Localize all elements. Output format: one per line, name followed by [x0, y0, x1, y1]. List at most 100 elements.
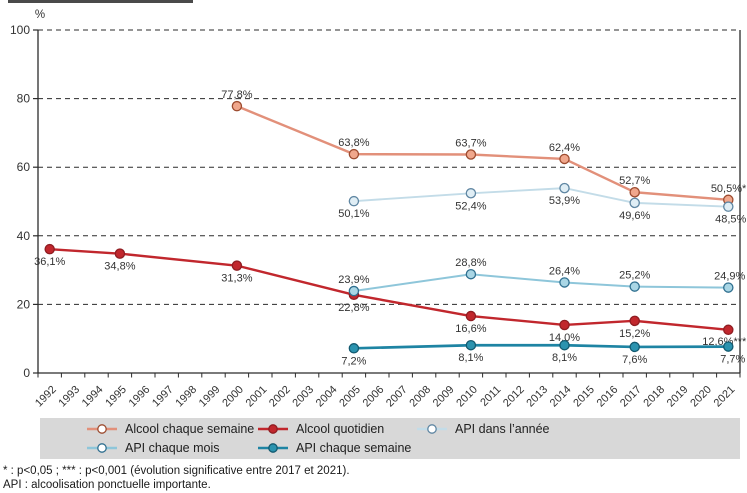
data-point — [559, 182, 570, 194]
x-tick-label: 1996 — [127, 384, 153, 410]
data-label: 8,1% — [458, 352, 483, 364]
x-tick-label: 2015 — [571, 384, 597, 410]
x-tick-label: 2001 — [244, 384, 270, 410]
x-tick-label: 2009 — [431, 384, 457, 410]
x-tick-label: 1994 — [80, 384, 106, 410]
data-point — [629, 186, 640, 198]
data-label: 34,8% — [104, 261, 135, 273]
x-tick-label: 2017 — [618, 384, 644, 410]
data-label: 22,8% — [338, 302, 369, 314]
series-line-4 — [353, 343, 729, 350]
data-label: 12,6%*** — [702, 336, 747, 348]
data-point — [465, 339, 477, 351]
data-point — [348, 343, 360, 354]
data-label: 8,1% — [552, 352, 577, 364]
data-label: 63,7% — [455, 138, 486, 150]
legend-swatch-line-icon — [87, 424, 117, 435]
data-point — [465, 268, 477, 280]
legend-item-api-chaque-semaine: API chaque semaine — [258, 441, 417, 455]
data-point — [44, 243, 55, 255]
data-point — [465, 149, 477, 160]
x-tick-label: 1992 — [33, 384, 59, 410]
x-tick-label: 2005 — [337, 384, 363, 410]
legend-item-alcool-quotidien: Alcool quotidien — [258, 422, 417, 436]
data-label: 14,0% — [549, 332, 580, 344]
x-tick-label: 2021 — [712, 384, 738, 410]
data-label: 7,2% — [341, 355, 366, 367]
legend-label: Alcool quotidien — [296, 422, 385, 437]
data-point — [629, 197, 640, 209]
data-point — [629, 281, 640, 292]
series-line-3 — [353, 273, 729, 293]
y-tick-label: 60 — [17, 160, 31, 174]
x-tick-label: 1993 — [56, 384, 82, 410]
x-tick-label: 1999 — [197, 384, 223, 410]
data-label: 25,2% — [619, 270, 650, 282]
data-label: 23,9% — [338, 274, 369, 286]
x-tick-label: 2016 — [595, 384, 621, 410]
legend-item-api-chaque-mois: API chaque mois — [87, 441, 258, 455]
data-point — [723, 282, 734, 293]
data-label: 62,4% — [549, 142, 580, 154]
x-tick-label: 2014 — [548, 384, 574, 410]
data-point — [559, 153, 570, 165]
data-point — [348, 148, 360, 160]
data-label: 24,9% — [714, 271, 745, 283]
footnotes: * : p<0,05 ; *** : p<0,001 (évolution si… — [3, 464, 743, 492]
data-label: 50,1% — [338, 208, 369, 220]
x-tick-label: 2012 — [501, 384, 527, 410]
data-point — [559, 319, 570, 331]
legend-label: Alcool chaque semaine — [125, 422, 255, 437]
cropped-title-bar — [8, 0, 193, 3]
legend-label: API chaque semaine — [296, 440, 412, 455]
x-tick-label: 2003 — [290, 384, 316, 410]
data-label: 15,2% — [619, 328, 650, 340]
series-line-2 — [353, 187, 729, 208]
x-tick-label: 2018 — [641, 384, 667, 410]
data-label: 53,9% — [549, 195, 580, 207]
legend-swatch-line-icon — [87, 442, 117, 453]
x-tick-label: 2013 — [524, 384, 550, 410]
data-point — [114, 248, 126, 259]
data-point — [723, 341, 734, 352]
x-tick-label: 2007 — [384, 384, 410, 410]
data-point — [629, 341, 640, 353]
data-label: 28,8% — [455, 257, 486, 269]
legend-swatch-line-icon — [258, 424, 288, 435]
y-tick-label: 40 — [17, 229, 31, 243]
data-label: 16,6% — [455, 323, 486, 335]
y-axis-unit-label: % — [35, 9, 45, 21]
data-label: 7,6% — [622, 354, 647, 366]
series-line-1 — [49, 247, 729, 331]
x-tick-label: 2010 — [454, 384, 480, 410]
legend-item-api-dans-annee: API dans l’année — [417, 422, 740, 436]
data-point — [231, 260, 243, 271]
data-label: 63,8% — [338, 137, 369, 149]
x-tick-label: 2020 — [688, 384, 714, 410]
x-tick-label: 2019 — [665, 384, 691, 410]
y-tick-label: 0 — [23, 366, 30, 380]
x-tick-label: 1997 — [150, 384, 176, 410]
chart-legend: Alcool chaque semaine Alcool quotidien A… — [40, 418, 740, 459]
legend-swatch-line-icon — [417, 424, 447, 435]
footnote-api-definition: API : alcoolisation ponctuelle important… — [3, 479, 211, 491]
x-tick-label: 2008 — [407, 384, 433, 410]
data-point — [559, 339, 570, 351]
x-tick-label: 1995 — [103, 384, 129, 410]
data-point — [723, 201, 734, 212]
data-label: 36,1% — [34, 256, 65, 268]
data-point — [231, 100, 243, 112]
legend-label: API chaque mois — [125, 440, 220, 455]
x-tick-label: 2011 — [478, 384, 503, 409]
data-label: 48,5% — [715, 214, 746, 226]
data-point — [723, 324, 734, 336]
data-label: 50,5%* — [711, 183, 747, 195]
data-label: 26,4% — [549, 265, 580, 277]
x-tick-label: 2006 — [361, 384, 387, 410]
y-tick-label: 100 — [10, 23, 30, 37]
x-tick-label: 2000 — [220, 384, 246, 410]
data-point — [465, 188, 477, 199]
data-label: 7,7% — [720, 354, 745, 366]
data-point — [465, 310, 477, 322]
